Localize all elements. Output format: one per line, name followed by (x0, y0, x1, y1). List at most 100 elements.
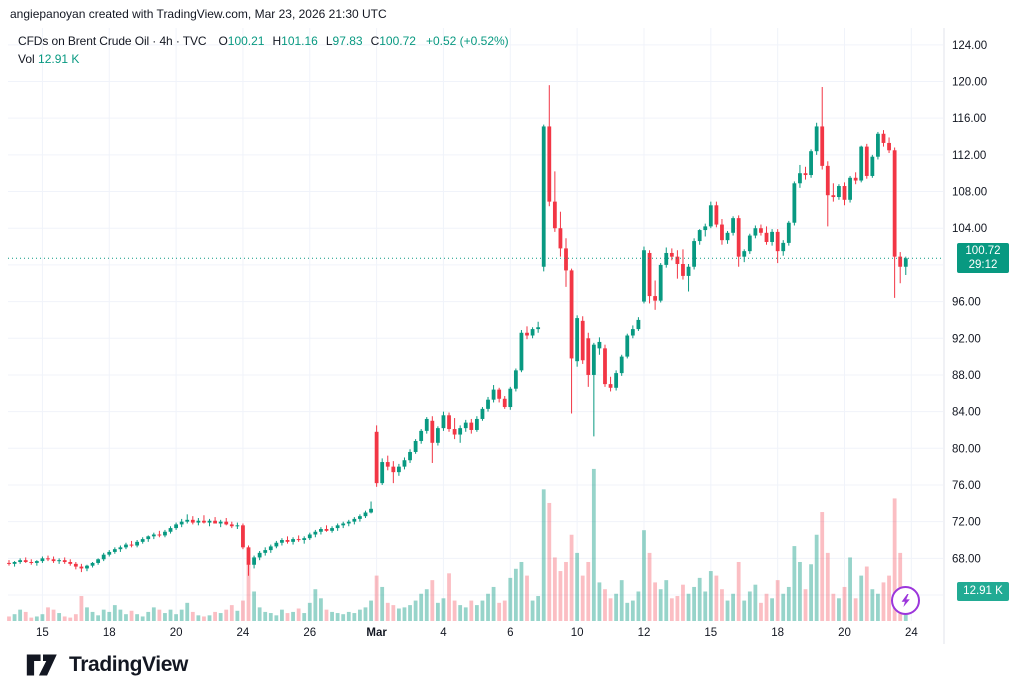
candle-body (519, 332, 524, 371)
candle-body (218, 521, 223, 524)
volume-bar (241, 600, 245, 621)
y-axis-label[interactable]: 68.00 (952, 553, 981, 565)
volume-bar (441, 598, 446, 621)
candle-body (419, 430, 424, 441)
x-axis-label[interactable]: 15 (36, 627, 49, 639)
volume-bar (870, 589, 875, 621)
x-axis-label[interactable]: 6 (507, 627, 513, 639)
candle-body (90, 562, 95, 566)
volume-bar (202, 616, 206, 621)
volume-bar (23, 611, 28, 621)
symbol-title[interactable]: CFDs on Brent Crude Oil · 4h · TVC (18, 34, 207, 48)
volume-bar (79, 596, 84, 621)
volume-bar (547, 502, 552, 621)
volume-bar (731, 593, 735, 621)
volume-bar (447, 573, 451, 621)
candle-body (614, 373, 619, 388)
volume-bar (736, 561, 741, 621)
volume-bar (720, 589, 724, 621)
candle-body (853, 177, 858, 181)
candle-body (725, 232, 730, 241)
x-axis-label[interactable]: Mar (366, 627, 387, 639)
y-axis-label[interactable]: 104.00 (952, 223, 987, 235)
volume-bar (697, 577, 702, 621)
volume-bar (185, 602, 190, 621)
volume-bar (12, 614, 17, 621)
candle-body (497, 389, 502, 399)
y-axis-label[interactable]: 92.00 (952, 333, 981, 345)
volume-bar (313, 589, 318, 621)
x-axis-label[interactable]: 18 (771, 627, 784, 639)
candle-body (848, 177, 852, 200)
candle-body (385, 462, 390, 467)
volume-bar (603, 589, 607, 621)
x-axis-label[interactable]: 20 (838, 627, 851, 639)
volume-bar (675, 596, 680, 621)
candle-body (686, 266, 691, 276)
y-axis-label[interactable]: 84.00 (952, 407, 981, 419)
x-axis-label[interactable]: 18 (103, 627, 116, 639)
x-axis-label[interactable]: 15 (704, 627, 717, 639)
candle-body (831, 195, 836, 198)
candle-body (12, 562, 17, 564)
x-axis-label[interactable]: 10 (571, 627, 584, 639)
y-axis-label[interactable]: 120.00 (952, 77, 987, 89)
x-axis-label[interactable]: 4 (440, 627, 447, 639)
candle-body (681, 263, 685, 276)
y-axis-label[interactable]: 80.00 (952, 443, 981, 455)
volume-bar (307, 602, 312, 621)
candle-body (825, 165, 830, 196)
candle-body (380, 462, 385, 484)
volume-bar (140, 616, 145, 621)
volume-bar (324, 609, 329, 621)
volume-bar (786, 586, 791, 621)
candle-body (508, 388, 513, 408)
volume-bar (642, 530, 646, 621)
volume-bar (792, 546, 797, 621)
candle-body (764, 232, 769, 242)
candle-body (870, 156, 875, 176)
candle-body (452, 429, 457, 435)
volume-bar (630, 600, 635, 621)
volume-bar (876, 593, 880, 621)
y-axis-label[interactable]: 108.00 (952, 187, 987, 199)
volume-bar (207, 615, 212, 621)
candle-body (469, 422, 474, 430)
x-axis-label[interactable]: 24 (905, 627, 918, 639)
volume-label: Vol (18, 52, 35, 66)
volume-bar (179, 609, 184, 621)
y-axis-label[interactable]: 76.00 (952, 480, 981, 492)
x-axis-label[interactable]: 24 (237, 627, 250, 639)
candle-body (809, 151, 813, 176)
volume-bar (469, 600, 474, 621)
candle-body (68, 562, 73, 564)
candle-body (40, 558, 45, 562)
candle-body (536, 327, 541, 330)
y-axis-label[interactable]: 88.00 (952, 370, 981, 382)
volume-bar (809, 564, 813, 621)
lightning-icon (901, 594, 910, 607)
x-axis-label[interactable]: 20 (170, 627, 183, 639)
x-axis-label[interactable]: 12 (638, 627, 651, 639)
footer-brand[interactable]: TradingView (26, 652, 188, 678)
volume-bar (413, 600, 418, 621)
candle-body (96, 559, 101, 563)
candle-body (424, 418, 429, 431)
y-axis-label[interactable]: 96.00 (952, 297, 981, 309)
candle-body (876, 133, 880, 157)
y-axis-label[interactable]: 72.00 (952, 517, 981, 529)
y-axis-label[interactable]: 116.00 (952, 113, 986, 125)
volume-bar (591, 468, 596, 621)
x-axis-label[interactable]: 26 (303, 627, 316, 639)
volume-bar (647, 552, 652, 621)
volume-bar (692, 586, 697, 621)
volume-bar (519, 561, 524, 621)
flash-button[interactable] (891, 586, 920, 615)
y-axis-label[interactable]: 112.00 (952, 150, 986, 162)
volume-bar (608, 598, 613, 621)
volume-bar (814, 534, 819, 621)
candle-body (575, 318, 580, 362)
volume-bar (597, 582, 602, 621)
y-axis-label[interactable]: 124.00 (952, 40, 987, 52)
